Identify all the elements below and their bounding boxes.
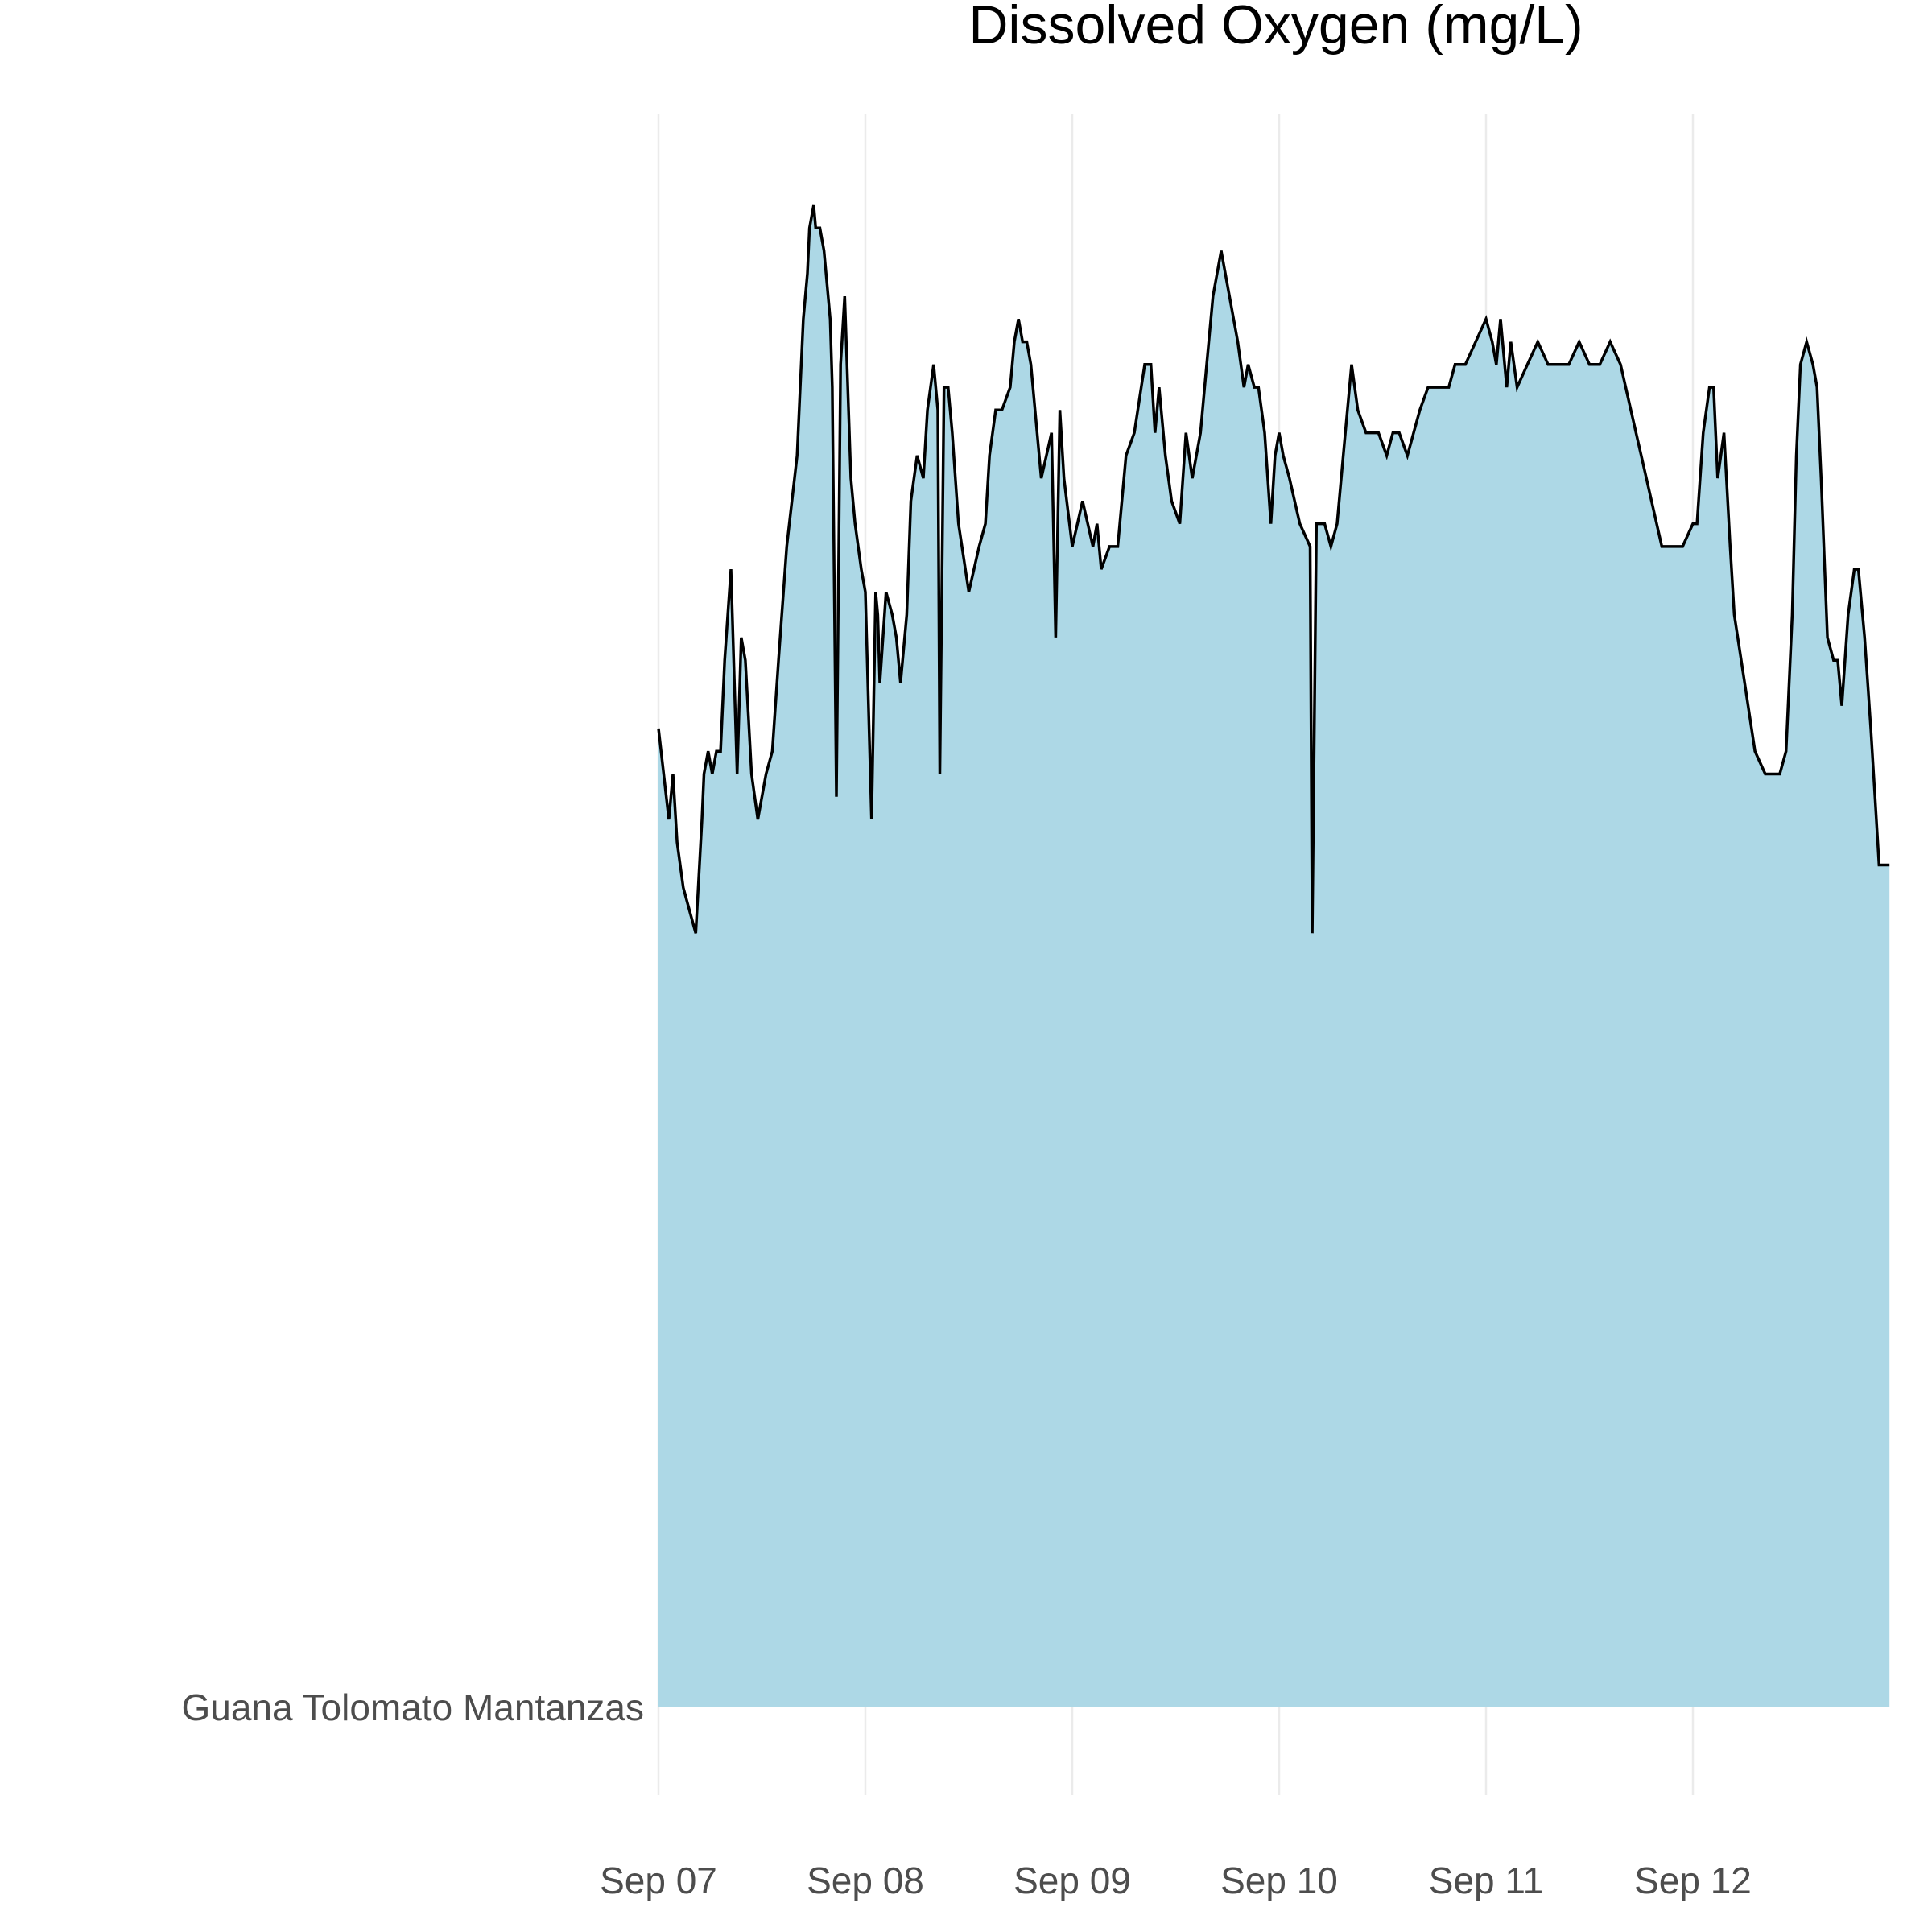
x-tick-label: Sep 11 <box>1429 1860 1543 1901</box>
x-tick-label: Sep 09 <box>1013 1860 1131 1901</box>
y-axis: Guana Tolomato Mantanzas <box>181 1686 644 1728</box>
ridge-line <box>657 204 1890 934</box>
x-tick-label: Sep 07 <box>600 1860 717 1901</box>
x-axis: Sep 07 Sep 08 Sep 09 Sep 10 Sep 11 Sep 12 <box>600 1860 1752 1901</box>
x-tick-label: Sep 10 <box>1220 1860 1338 1901</box>
data-layer <box>657 204 1890 1707</box>
x-tick-label: Sep 12 <box>1634 1860 1752 1901</box>
chart-title: Dissolved Oxygen (mg/L) <box>968 0 1583 56</box>
y-category-label: Guana Tolomato Mantanzas <box>181 1686 644 1728</box>
x-tick-label: Sep 08 <box>807 1860 924 1901</box>
